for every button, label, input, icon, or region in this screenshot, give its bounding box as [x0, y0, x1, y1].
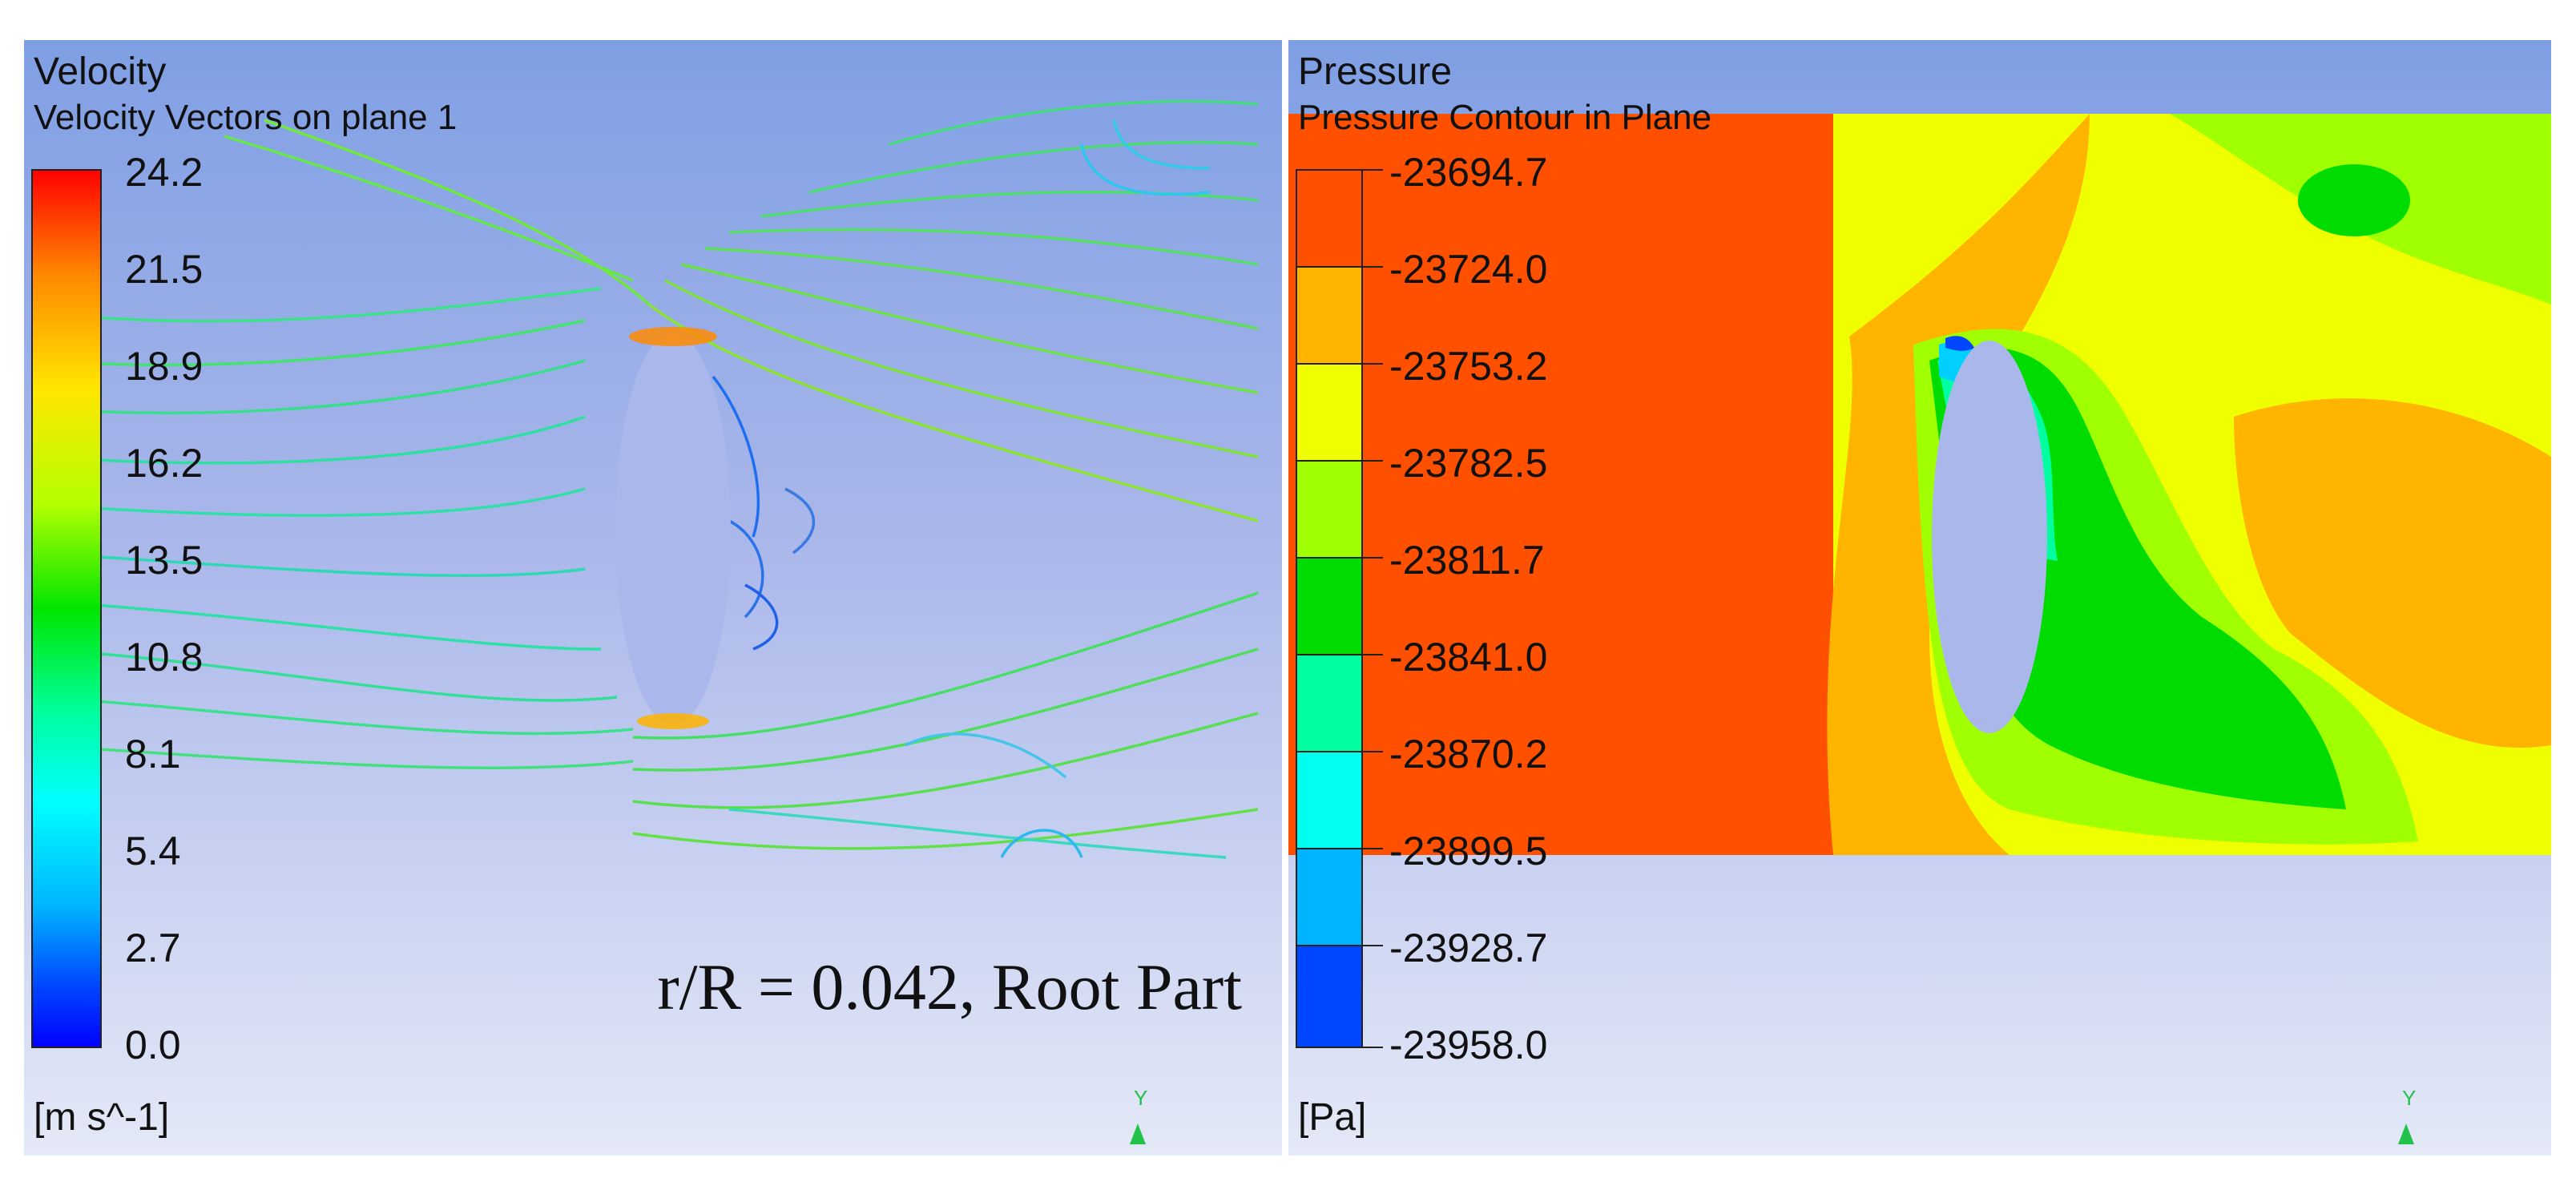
velocity-tick: 21.5: [125, 247, 204, 292]
velocity-tick: 0.0: [125, 1023, 181, 1067]
pressure-tick: -23899.5: [1389, 829, 1548, 873]
pressure-colorbar: [1296, 169, 1383, 1048]
pressure-tick: -23841.0: [1389, 635, 1548, 680]
velocity-tick: 16.2: [125, 441, 204, 486]
velocity-streamlines: [39, 99, 1259, 859]
velocity-title: Velocity: [34, 50, 167, 93]
velocity-field: [31, 99, 1259, 1048]
pressure-tick: -23724.0: [1389, 247, 1548, 292]
velocity-colorbar: [31, 169, 102, 1048]
airfoil-section: [1932, 341, 2047, 733]
pressure-tick: -23694.7: [1389, 150, 1548, 195]
pressure-tick: -23870.2: [1389, 732, 1548, 777]
velocity-units: [m s^-1]: [34, 1096, 170, 1139]
velocity-panel: Velocity Velocity Vectors on plane 1 24.…: [24, 40, 1282, 1156]
y-axis-arrow-icon: [2398, 1123, 2414, 1144]
pressure-tick: -23928.7: [1389, 926, 1548, 970]
velocity-tick: 2.7: [125, 926, 181, 970]
pressure-tick: -23753.2: [1389, 344, 1548, 389]
y-axis-label: Y: [2402, 1086, 2417, 1110]
velocity-tick: 13.5: [125, 538, 204, 583]
velocity-tick: 24.2: [125, 150, 204, 195]
pressure-panel: Pressure Pressure Contour in Plane -2369…: [1288, 40, 2551, 1156]
pressure-tick: -23958.0: [1389, 1023, 1548, 1067]
velocity-tick: 18.9: [125, 344, 204, 389]
velocity-tick: 10.8: [125, 635, 204, 680]
y-axis-arrow-icon: [1130, 1123, 1146, 1144]
pressure-contour: [1288, 114, 2551, 1048]
velocity-subtitle: Velocity Vectors on plane 1: [34, 98, 458, 137]
pressure-title: Pressure: [1298, 50, 1453, 93]
pressure-tick: -23782.5: [1389, 441, 1548, 486]
pressure-subtitle: Pressure Contour in Plane: [1298, 98, 1712, 137]
airfoil-section: [615, 333, 731, 725]
pressure-units: [Pa]: [1298, 1096, 1367, 1139]
velocity-tick: 5.4: [125, 829, 181, 873]
pressure-tick: -23811.7: [1389, 538, 1545, 583]
velocity-tick: 8.1: [125, 732, 181, 777]
y-axis-label: Y: [1134, 1086, 1148, 1110]
radial-position-label: r/R = 0.042, Root Part: [657, 950, 1242, 1023]
